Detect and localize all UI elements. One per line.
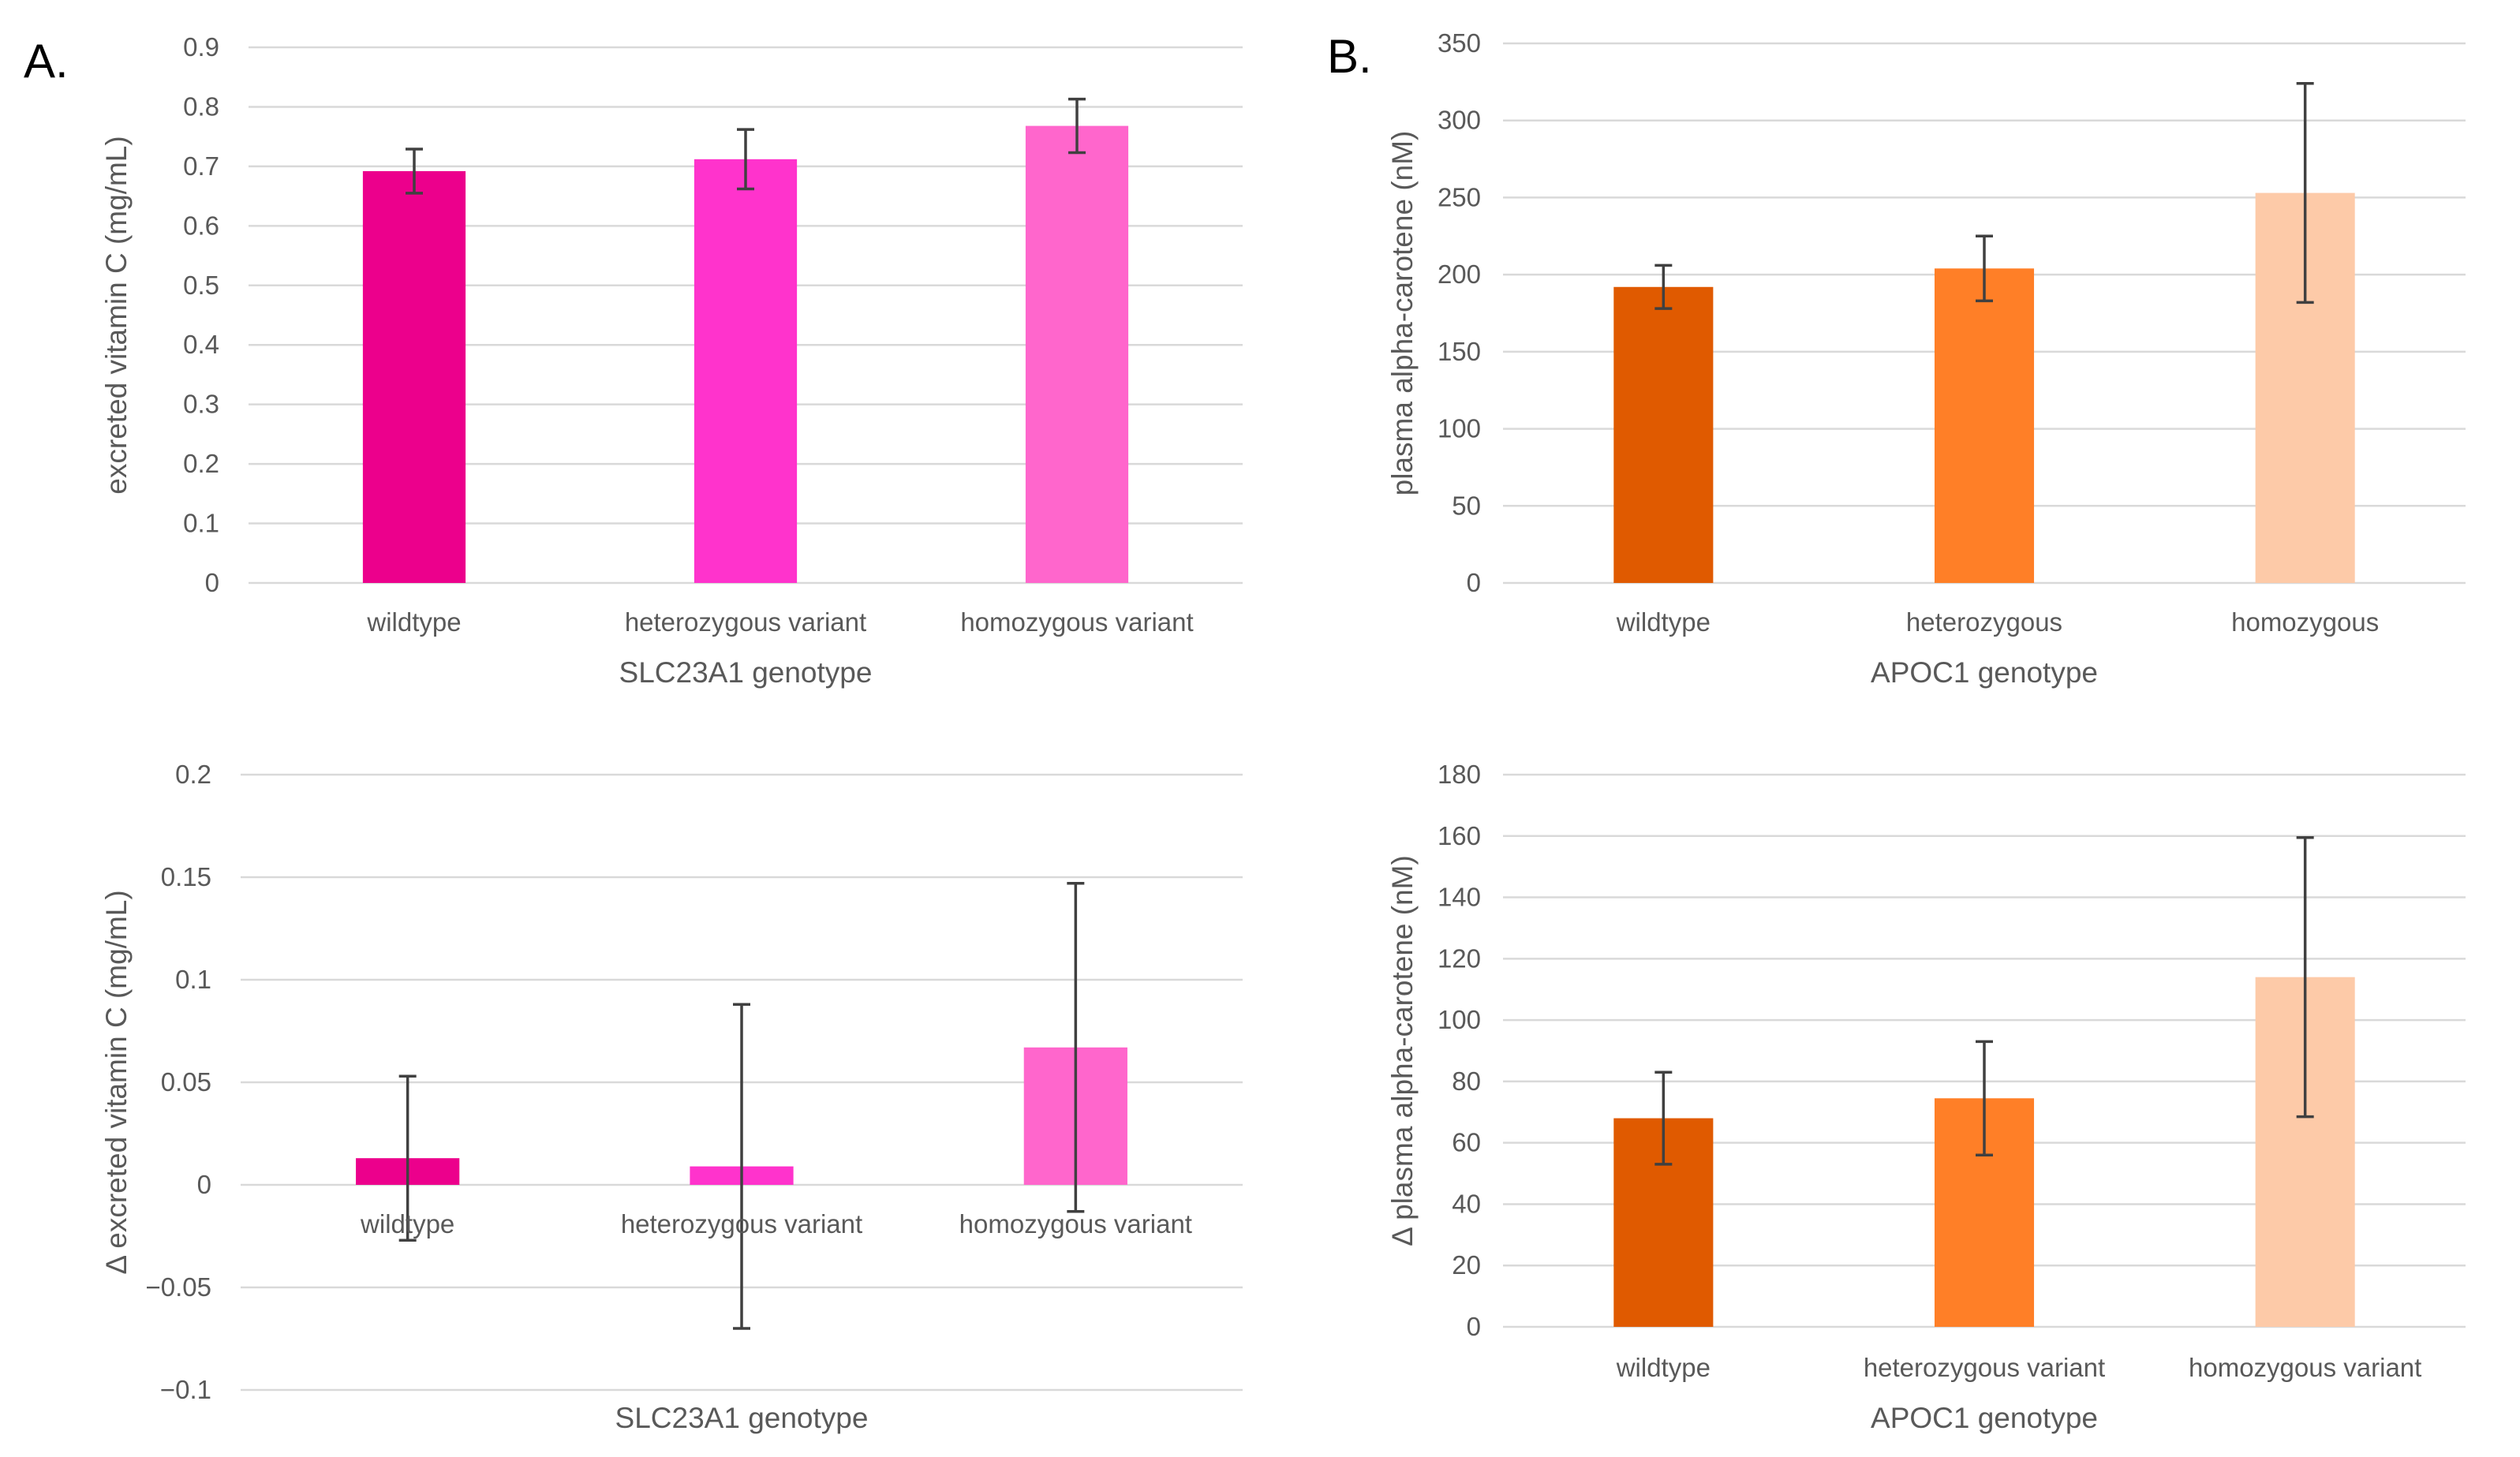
y-tick-label: 0.1 bbox=[175, 965, 211, 994]
y-tick-label: 0.4 bbox=[183, 330, 219, 359]
y-tick-label: 200 bbox=[1438, 260, 1481, 289]
y-tick-label: 0 bbox=[197, 1170, 211, 1199]
y-axis-title: plasma alpha-carotene (nM) bbox=[1386, 131, 1419, 496]
y-tick-label: 100 bbox=[1438, 1005, 1481, 1034]
x-axis-title: APOC1 genotype bbox=[1871, 656, 2098, 689]
y-tick-label: 140 bbox=[1438, 883, 1481, 912]
x-category-label: homozygous bbox=[2231, 607, 2379, 637]
y-tick-label: 0.6 bbox=[183, 211, 219, 240]
x-category-label: wildtype bbox=[360, 1209, 454, 1238]
y-axis-title: Δ plasma alpha-carotene (nM) bbox=[1386, 855, 1419, 1246]
y-tick-label: 0.2 bbox=[175, 760, 211, 789]
y-tick-label: 0.3 bbox=[183, 390, 219, 419]
x-category-label: wildtype bbox=[1616, 607, 1711, 637]
y-tick-label: 20 bbox=[1452, 1250, 1481, 1280]
chart-plasma-alpha-carotene: 0 50 100 150 200 250 300 350 wildtype heterozygou… bbox=[1386, 28, 2466, 689]
y-tick-label: −0.1 bbox=[160, 1375, 211, 1404]
error-bar bbox=[1654, 263, 1673, 310]
y-tick-label: 100 bbox=[1438, 414, 1481, 443]
bar-heterozygous-variant bbox=[694, 159, 798, 583]
error-bar bbox=[398, 1074, 417, 1242]
error-bar bbox=[737, 128, 754, 191]
x-category-label: homozygous variant bbox=[959, 1209, 1192, 1238]
y-tick-label: 0.2 bbox=[183, 449, 219, 478]
y-tick-label: 0 bbox=[1467, 568, 1481, 597]
x-category-label: homozygous variant bbox=[960, 607, 1193, 637]
x-category-label: homozygous variant bbox=[2189, 1353, 2421, 1382]
x-category-label: wildtype bbox=[366, 607, 461, 637]
panel-label-a: A. bbox=[24, 35, 69, 88]
y-tick-label: 350 bbox=[1438, 28, 1481, 58]
x-category-label: heterozygous bbox=[1906, 607, 2062, 637]
error-bar bbox=[733, 1003, 750, 1330]
y-tick-label: 0.7 bbox=[183, 151, 219, 181]
y-tick-label: 150 bbox=[1438, 337, 1481, 366]
y-tick-label: 120 bbox=[1438, 943, 1481, 973]
error-bar bbox=[1068, 97, 1086, 155]
y-axis-title: excreted vitamin C (mg/mL) bbox=[100, 136, 133, 494]
y-tick-label: 0.15 bbox=[161, 862, 211, 891]
x-category-label: wildtype bbox=[1616, 1353, 1711, 1382]
bar-wildtype bbox=[362, 170, 466, 583]
x-category-label: heterozygous variant bbox=[621, 1209, 862, 1238]
y-tick-label: 160 bbox=[1438, 821, 1481, 850]
error-bar bbox=[2296, 82, 2314, 304]
error-bar bbox=[1067, 882, 1085, 1213]
x-category-label: heterozygous variant bbox=[1864, 1353, 2105, 1382]
y-axis-title: Δ excreted vitamin C (mg/mL) bbox=[100, 890, 133, 1274]
chart-excreted-vitamin-c: 0 0.1 0.2 0.3 0.4 0.5 0.6 0.7 0.8 0.9 wildtype hete… bbox=[100, 32, 1243, 689]
y-tick-label: −0.05 bbox=[146, 1272, 212, 1302]
error-bar bbox=[1976, 1040, 1993, 1156]
error-bar bbox=[406, 148, 423, 195]
y-tick-label: 180 bbox=[1438, 760, 1481, 789]
panel-label-b: B. bbox=[1327, 30, 1372, 83]
y-tick-label: 0.5 bbox=[183, 271, 219, 300]
x-axis-title: SLC23A1 genotype bbox=[619, 656, 873, 689]
error-bar bbox=[2296, 835, 2314, 1119]
error-bar bbox=[1654, 1070, 1673, 1166]
y-tick-label: 300 bbox=[1438, 106, 1481, 135]
chart-delta-excreted-vitamin-c: −0.1 −0.05 0 0.05 0.1 0.15 0.2 wildtype heterozy… bbox=[100, 760, 1243, 1434]
y-tick-label: 0.05 bbox=[161, 1067, 211, 1096]
bar-homozygous-variant bbox=[1025, 125, 1129, 583]
y-tick-label: 0.1 bbox=[183, 509, 219, 538]
y-tick-label: 80 bbox=[1452, 1067, 1481, 1096]
error-bar bbox=[1976, 234, 1993, 303]
x-axis-title: SLC23A1 genotype bbox=[615, 1402, 869, 1434]
y-tick-label: 60 bbox=[1452, 1128, 1481, 1157]
y-tick-label: 40 bbox=[1452, 1189, 1481, 1218]
x-category-label: heterozygous variant bbox=[625, 607, 866, 637]
chart-delta-plasma-alpha-carotene: 0 20 40 60 80 100 120 140 160 180 wildtype heterozy… bbox=[1386, 760, 2466, 1434]
bar-heterozygous bbox=[1934, 268, 2035, 583]
y-tick-label: 0 bbox=[205, 568, 219, 597]
y-tick-label: 0 bbox=[1467, 1312, 1481, 1341]
bar-wildtype bbox=[1613, 286, 1714, 583]
y-tick-label: 50 bbox=[1452, 491, 1481, 520]
y-tick-label: 0.9 bbox=[183, 32, 219, 62]
x-axis-title: APOC1 genotype bbox=[1871, 1402, 2098, 1434]
y-tick-label: 0.8 bbox=[183, 92, 219, 121]
y-tick-label: 250 bbox=[1438, 182, 1481, 211]
